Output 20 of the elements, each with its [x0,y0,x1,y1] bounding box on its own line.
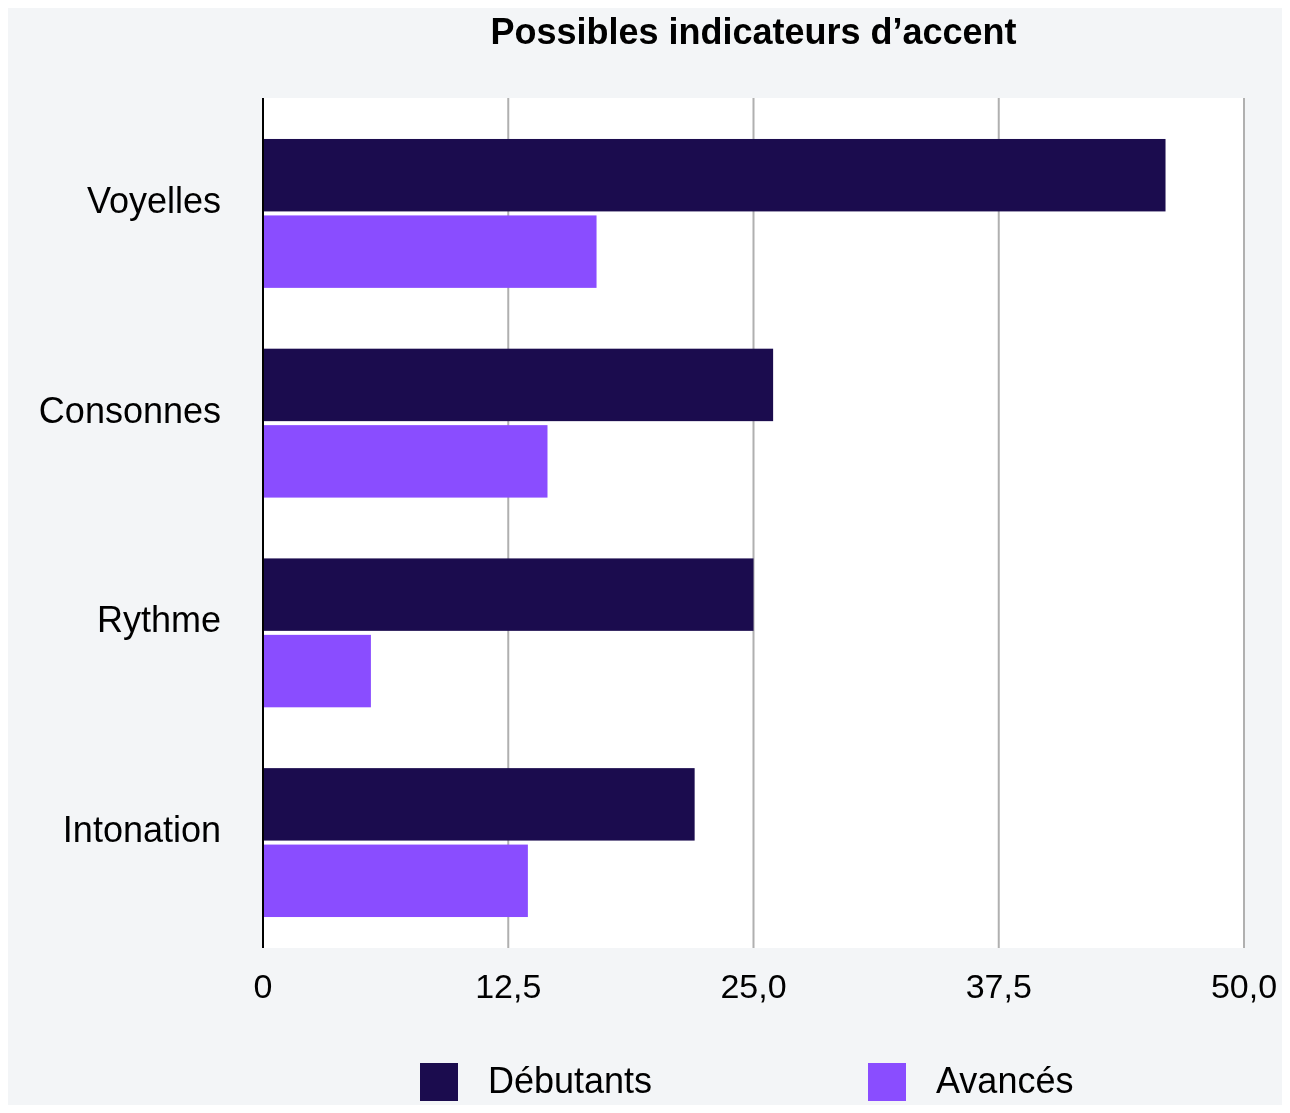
bar [263,844,528,918]
bar [263,138,1166,212]
bar [263,425,548,498]
legend-label: Avancés [936,1059,1074,1101]
bar [263,558,754,631]
bar [263,634,371,708]
x-tick-label: 37,5 [965,967,1032,1005]
y-tick-label: Intonation [62,809,221,851]
x-tick-label: 12,5 [475,967,542,1005]
legend-label: Débutants [488,1059,653,1101]
bar [263,768,695,841]
y-tick-label: Rythme [96,599,221,641]
y-tick-label: Voyelles [86,179,221,221]
bar [263,215,597,288]
x-tick-label: 50,0 [1210,967,1278,1005]
bar [263,348,774,422]
y-tick-label: Consonnes [38,389,221,431]
chart-title: Possibles indicateurs d’accent [490,11,1017,52]
x-tick-label: 0 [253,967,273,1005]
x-tick-label: 25,0 [720,967,787,1005]
